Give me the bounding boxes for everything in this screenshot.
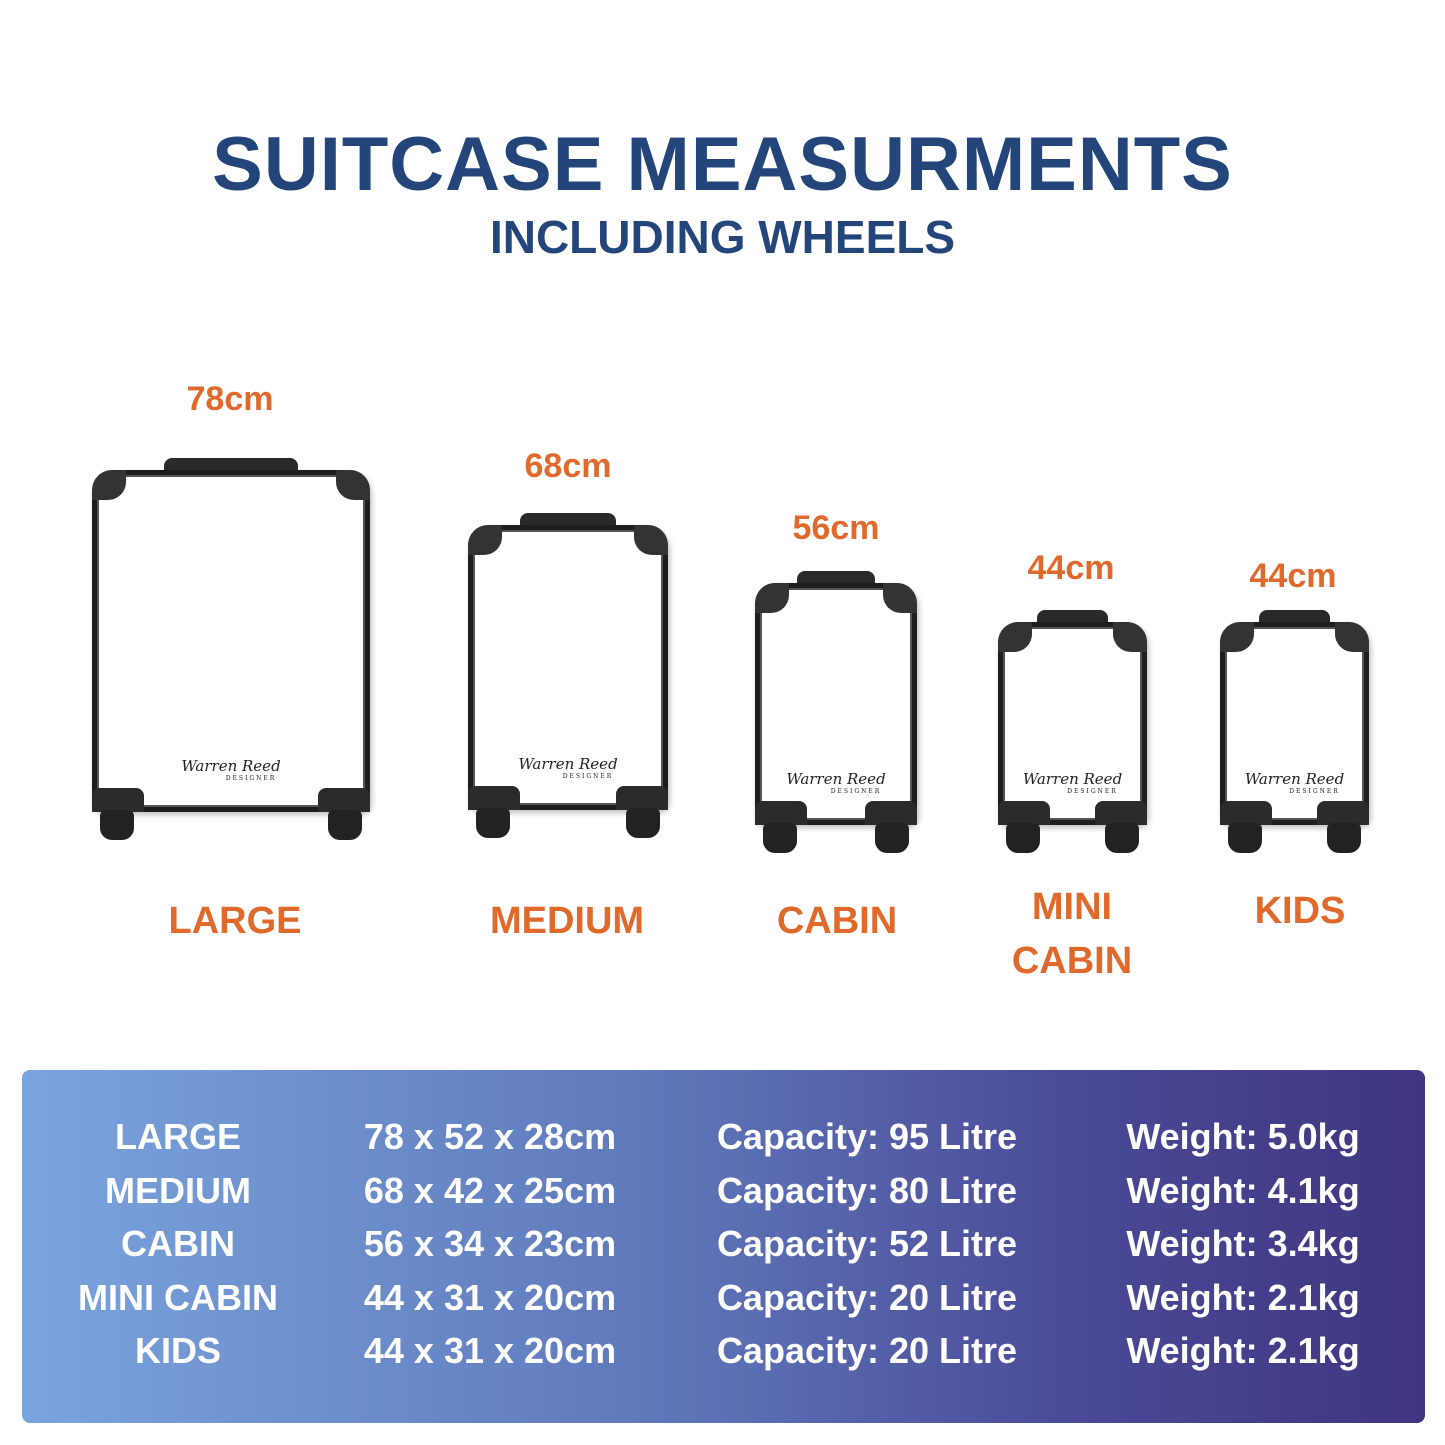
logo-tag: DESIGNER — [830, 788, 882, 795]
table-row: MEDIUM 68 x 42 x 25cm Capacity: 80 Litre We… — [22, 1164, 1425, 1218]
cell-name: CABIN — [121, 1223, 235, 1264]
wheel-icon — [1105, 823, 1139, 853]
cell-name: LARGE — [115, 1116, 241, 1157]
cell-dims: 68 x 42 x 25cm — [363, 1169, 617, 1211]
suitcase-name-label: MINI CABIN — [1012, 880, 1132, 988]
cell-weight: Weight: 5.0kg — [1126, 1116, 1360, 1157]
wheel-housing — [755, 801, 807, 825]
corner-guard — [468, 525, 502, 555]
suitcase-height-label: 44cm — [1249, 557, 1337, 595]
name-line: CABIN — [1011, 940, 1133, 982]
specs-table: LARGE 78 x 52 x 28cm Capacity: 95 Litre Wei… — [22, 1070, 1425, 1423]
suitcase-name-label: CABIN — [776, 900, 898, 942]
suitcase-shell — [92, 470, 370, 812]
wheel-housing — [468, 786, 520, 810]
corner-guard — [755, 583, 789, 613]
cell-name: KIDS — [134, 1330, 222, 1371]
cell-dims: 44 x 31 x 20cm — [363, 1330, 617, 1371]
logo-script: Warren Reed — [518, 755, 618, 773]
handle-icon — [797, 571, 875, 583]
wheel-icon — [626, 808, 660, 838]
table-row: KIDS 44 x 31 x 20cm Capacity: 20 Litre Weig… — [22, 1324, 1425, 1378]
page-title: SUITCASE MEASURMENTS — [212, 122, 1233, 207]
suitcase-name-label: MEDIUM — [489, 900, 645, 942]
cell-name: MEDIUM — [105, 1169, 251, 1211]
cell-capacity: Capacity: 80 Litre — [716, 1169, 1018, 1211]
corner-guard — [92, 470, 126, 500]
cell-weight: Weight: 3.4kg — [1126, 1223, 1360, 1264]
cell-capacity: Capacity: 20 Litre — [716, 1276, 1018, 1318]
suitcase-height-label: 56cm — [792, 509, 880, 547]
wheel-icon — [1228, 823, 1262, 853]
cell-name: MINI CABIN — [78, 1276, 278, 1318]
wheel-housing — [1317, 801, 1369, 825]
wheel-icon — [100, 810, 134, 840]
wheel-icon — [476, 808, 510, 838]
corner-guard — [1220, 622, 1254, 652]
name-line: MINI — [1031, 886, 1113, 928]
cell-weight: Weight: 2.1kg — [1126, 1330, 1360, 1371]
suitcase-shell — [468, 525, 668, 810]
wheel-icon — [1006, 823, 1040, 853]
suitcase-name-label: KIDS — [1254, 890, 1346, 932]
page-subtitle: INCLUDING WHEELS — [489, 211, 956, 263]
logo-script: Warren Reed — [786, 770, 886, 788]
cell-dims: 78 x 52 x 28cm — [363, 1116, 617, 1157]
suitcase-height-label: 68cm — [524, 447, 612, 485]
suitcase-image: Warren Reed DESIGNER — [998, 610, 1147, 853]
suitcase-shell — [755, 583, 917, 825]
cell-capacity: Capacity: 95 Litre — [716, 1116, 1018, 1157]
logo-script: Warren Reed — [181, 757, 281, 775]
handle-icon — [1036, 610, 1109, 622]
cell-capacity: Capacity: 20 Litre — [716, 1330, 1018, 1371]
wheel-housing — [998, 801, 1050, 825]
suitcase-height-label: 44cm — [1027, 549, 1115, 587]
table-row: CABIN 56 x 34 x 23cm Capacity: 52 Litre Wei… — [22, 1217, 1425, 1271]
brand-logo: Warren Reed DESIGNER — [755, 770, 917, 796]
wheel-icon — [1327, 823, 1361, 853]
brand-logo: Warren Reed DESIGNER — [92, 757, 370, 783]
logo-script: Warren Reed — [1022, 770, 1123, 788]
wheel-icon — [875, 823, 909, 853]
cell-weight: Weight: 4.1kg — [1126, 1169, 1360, 1211]
wheel-icon — [763, 823, 797, 853]
cell-dims: 56 x 34 x 23cm — [363, 1223, 617, 1264]
cell-dims: 44 x 31 x 20cm — [363, 1276, 617, 1318]
corner-guard — [998, 622, 1032, 652]
suitcase-shell — [1220, 622, 1369, 825]
logo-tag: DESIGNER — [562, 773, 614, 780]
wheel-housing — [318, 788, 370, 812]
logo-tag: DESIGNER — [1067, 788, 1118, 795]
wheel-housing — [92, 788, 144, 812]
handle-icon — [520, 513, 616, 525]
wheel-housing — [616, 786, 668, 810]
suitcase-name-label: LARGE — [168, 900, 302, 942]
table-row: MINI CABIN 44 x 31 x 20cm Capacity: 20 Lit… — [22, 1271, 1425, 1325]
suitcase-shell — [998, 622, 1147, 825]
wheel-housing — [1095, 801, 1147, 825]
brand-logo: Warren Reed DESIGNER — [1220, 770, 1369, 796]
suitcase-image: Warren Reed DESIGNER — [755, 571, 917, 853]
suitcase-image: Warren Reed DESIGNER — [1220, 610, 1369, 853]
logo-tag: DESIGNER — [225, 775, 277, 782]
wheel-housing — [865, 801, 917, 825]
suitcase-image: Warren Reed DESIGNER — [92, 458, 370, 840]
cell-weight: Weight: 2.1kg — [1126, 1276, 1360, 1318]
cell-capacity: Capacity: 52 Litre — [716, 1223, 1018, 1264]
brand-logo: Warren Reed DESIGNER — [998, 770, 1147, 796]
wheel-housing — [1220, 801, 1272, 825]
table-row: LARGE 78 x 52 x 28cm Capacity: 95 Litre Wei… — [22, 1110, 1425, 1164]
logo-tag: DESIGNER — [1289, 788, 1340, 795]
brand-logo: Warren Reed DESIGNER — [468, 755, 668, 781]
suitcase-height-label: 78cm — [186, 380, 274, 418]
wheel-icon — [328, 810, 362, 840]
logo-script: Warren Reed — [1244, 770, 1345, 788]
suitcase-image: Warren Reed DESIGNER — [468, 513, 668, 838]
handle-icon — [1258, 610, 1331, 622]
handle-icon — [164, 458, 298, 470]
